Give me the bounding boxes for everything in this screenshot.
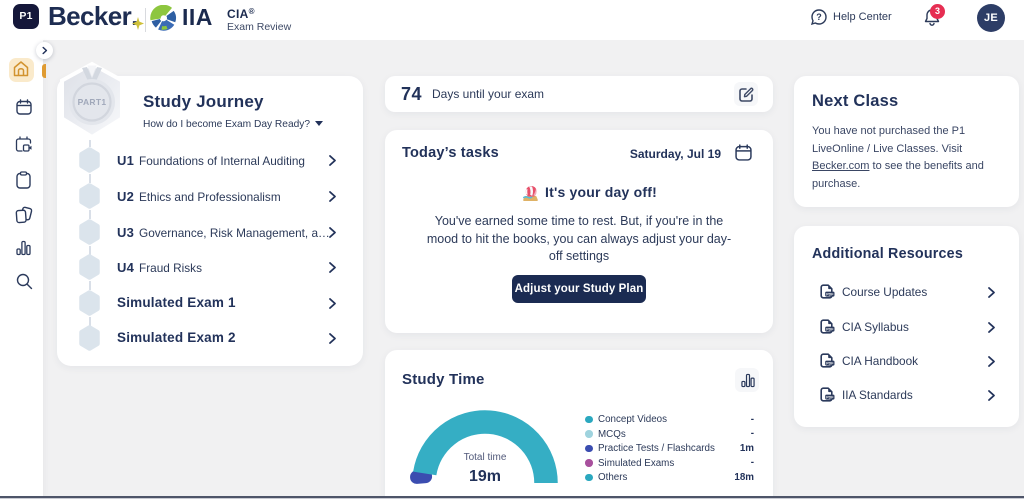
svg-text:PART1: PART1 (78, 97, 107, 107)
svg-text:PDF: PDF (826, 362, 834, 366)
svg-text:PDF: PDF (826, 396, 834, 400)
svg-text:PDF: PDF (826, 293, 834, 297)
svg-text:?: ? (816, 12, 822, 22)
svg-text:PDF: PDF (826, 328, 834, 332)
